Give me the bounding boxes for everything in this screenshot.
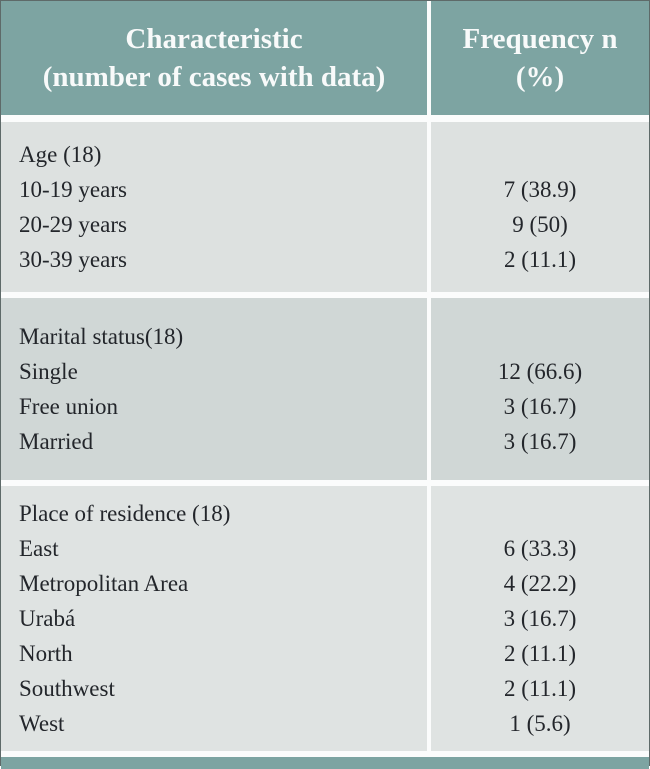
frequency-column: 7 (38.9) 9 (50) 2 (11.1) bbox=[431, 122, 649, 292]
row-value: 1 (5.6) bbox=[509, 711, 571, 736]
row-label: Urabá bbox=[19, 606, 76, 631]
header-characteristic-line1: Characteristic bbox=[125, 23, 303, 55]
table-section-1: Age (18) 10-19 years 20-29 years 30-39 year… bbox=[1, 122, 649, 292]
row-value: 12 (66.6) bbox=[497, 359, 583, 384]
row-label: 30-39 years bbox=[19, 247, 127, 272]
row-value bbox=[431, 137, 649, 172]
row-value bbox=[431, 319, 649, 354]
row-value: 3 (16.7) bbox=[503, 394, 577, 419]
characteristic-column: Marital status(18) Single Free union Marrie… bbox=[1, 298, 427, 480]
row-value: 2 (11.1) bbox=[504, 247, 576, 272]
table-header-row: Characteristic (number of cases with dat… bbox=[1, 1, 649, 115]
row-label: Southwest bbox=[19, 676, 115, 701]
frequency-column: 6 (33.3) 4 (22.2) 3 (16.7) 2 (11.1) 2 (11.1)… bbox=[431, 486, 649, 751]
row-value: 3 (16.7) bbox=[503, 606, 577, 631]
row-label: Single bbox=[19, 359, 78, 384]
row-label: Married bbox=[19, 429, 94, 454]
row-value: 3 (16.7) bbox=[503, 429, 577, 454]
row-value: 2 (11.1) bbox=[504, 676, 576, 701]
row-value: 4 (22.2) bbox=[503, 571, 577, 596]
table-section-3: Place of residence (18) East Metropolitan … bbox=[1, 486, 649, 751]
row-label: West bbox=[19, 711, 65, 736]
row-label: Age (18) bbox=[19, 142, 102, 167]
row-label: 20-29 years bbox=[19, 212, 127, 237]
header-frequency-line1: Frequency n bbox=[462, 23, 618, 55]
row-label: 10-19 years bbox=[19, 177, 127, 202]
footer-accent-bar bbox=[1, 757, 649, 769]
characteristic-column: Age (18) 10-19 years 20-29 years 30-39 year… bbox=[1, 122, 427, 292]
row-value: 7 (38.9) bbox=[503, 177, 577, 202]
table-body: Age (18) 10-19 years 20-29 years 30-39 year… bbox=[1, 122, 649, 751]
row-label: Free union bbox=[19, 394, 119, 419]
row-label: East bbox=[19, 536, 59, 561]
header-characteristic-cell: Characteristic (number of cases with dat… bbox=[1, 1, 427, 115]
header-frequency-line2: (%) bbox=[515, 61, 565, 93]
header-characteristic-line2: (number of cases with data) bbox=[42, 61, 386, 93]
table-section-2: Marital status(18) Single Free union Marrie… bbox=[1, 298, 649, 480]
characteristic-column: Place of residence (18) East Metropolitan … bbox=[1, 486, 427, 751]
frequency-column: 12 (66.6) 3 (16.7) 3 (16.7) bbox=[431, 298, 649, 480]
row-label: North bbox=[19, 641, 73, 666]
row-value: 9 (50) bbox=[512, 212, 568, 237]
row-value: 6 (33.3) bbox=[503, 536, 577, 561]
row-label: Metropolitan Area bbox=[19, 571, 189, 596]
row-label: Place of residence (18) bbox=[19, 501, 231, 526]
row-value: 2 (11.1) bbox=[504, 641, 576, 666]
row-value bbox=[431, 496, 649, 531]
header-frequency-cell: Frequency n (%) bbox=[431, 1, 649, 115]
row-label: Marital status(18) bbox=[19, 324, 184, 349]
